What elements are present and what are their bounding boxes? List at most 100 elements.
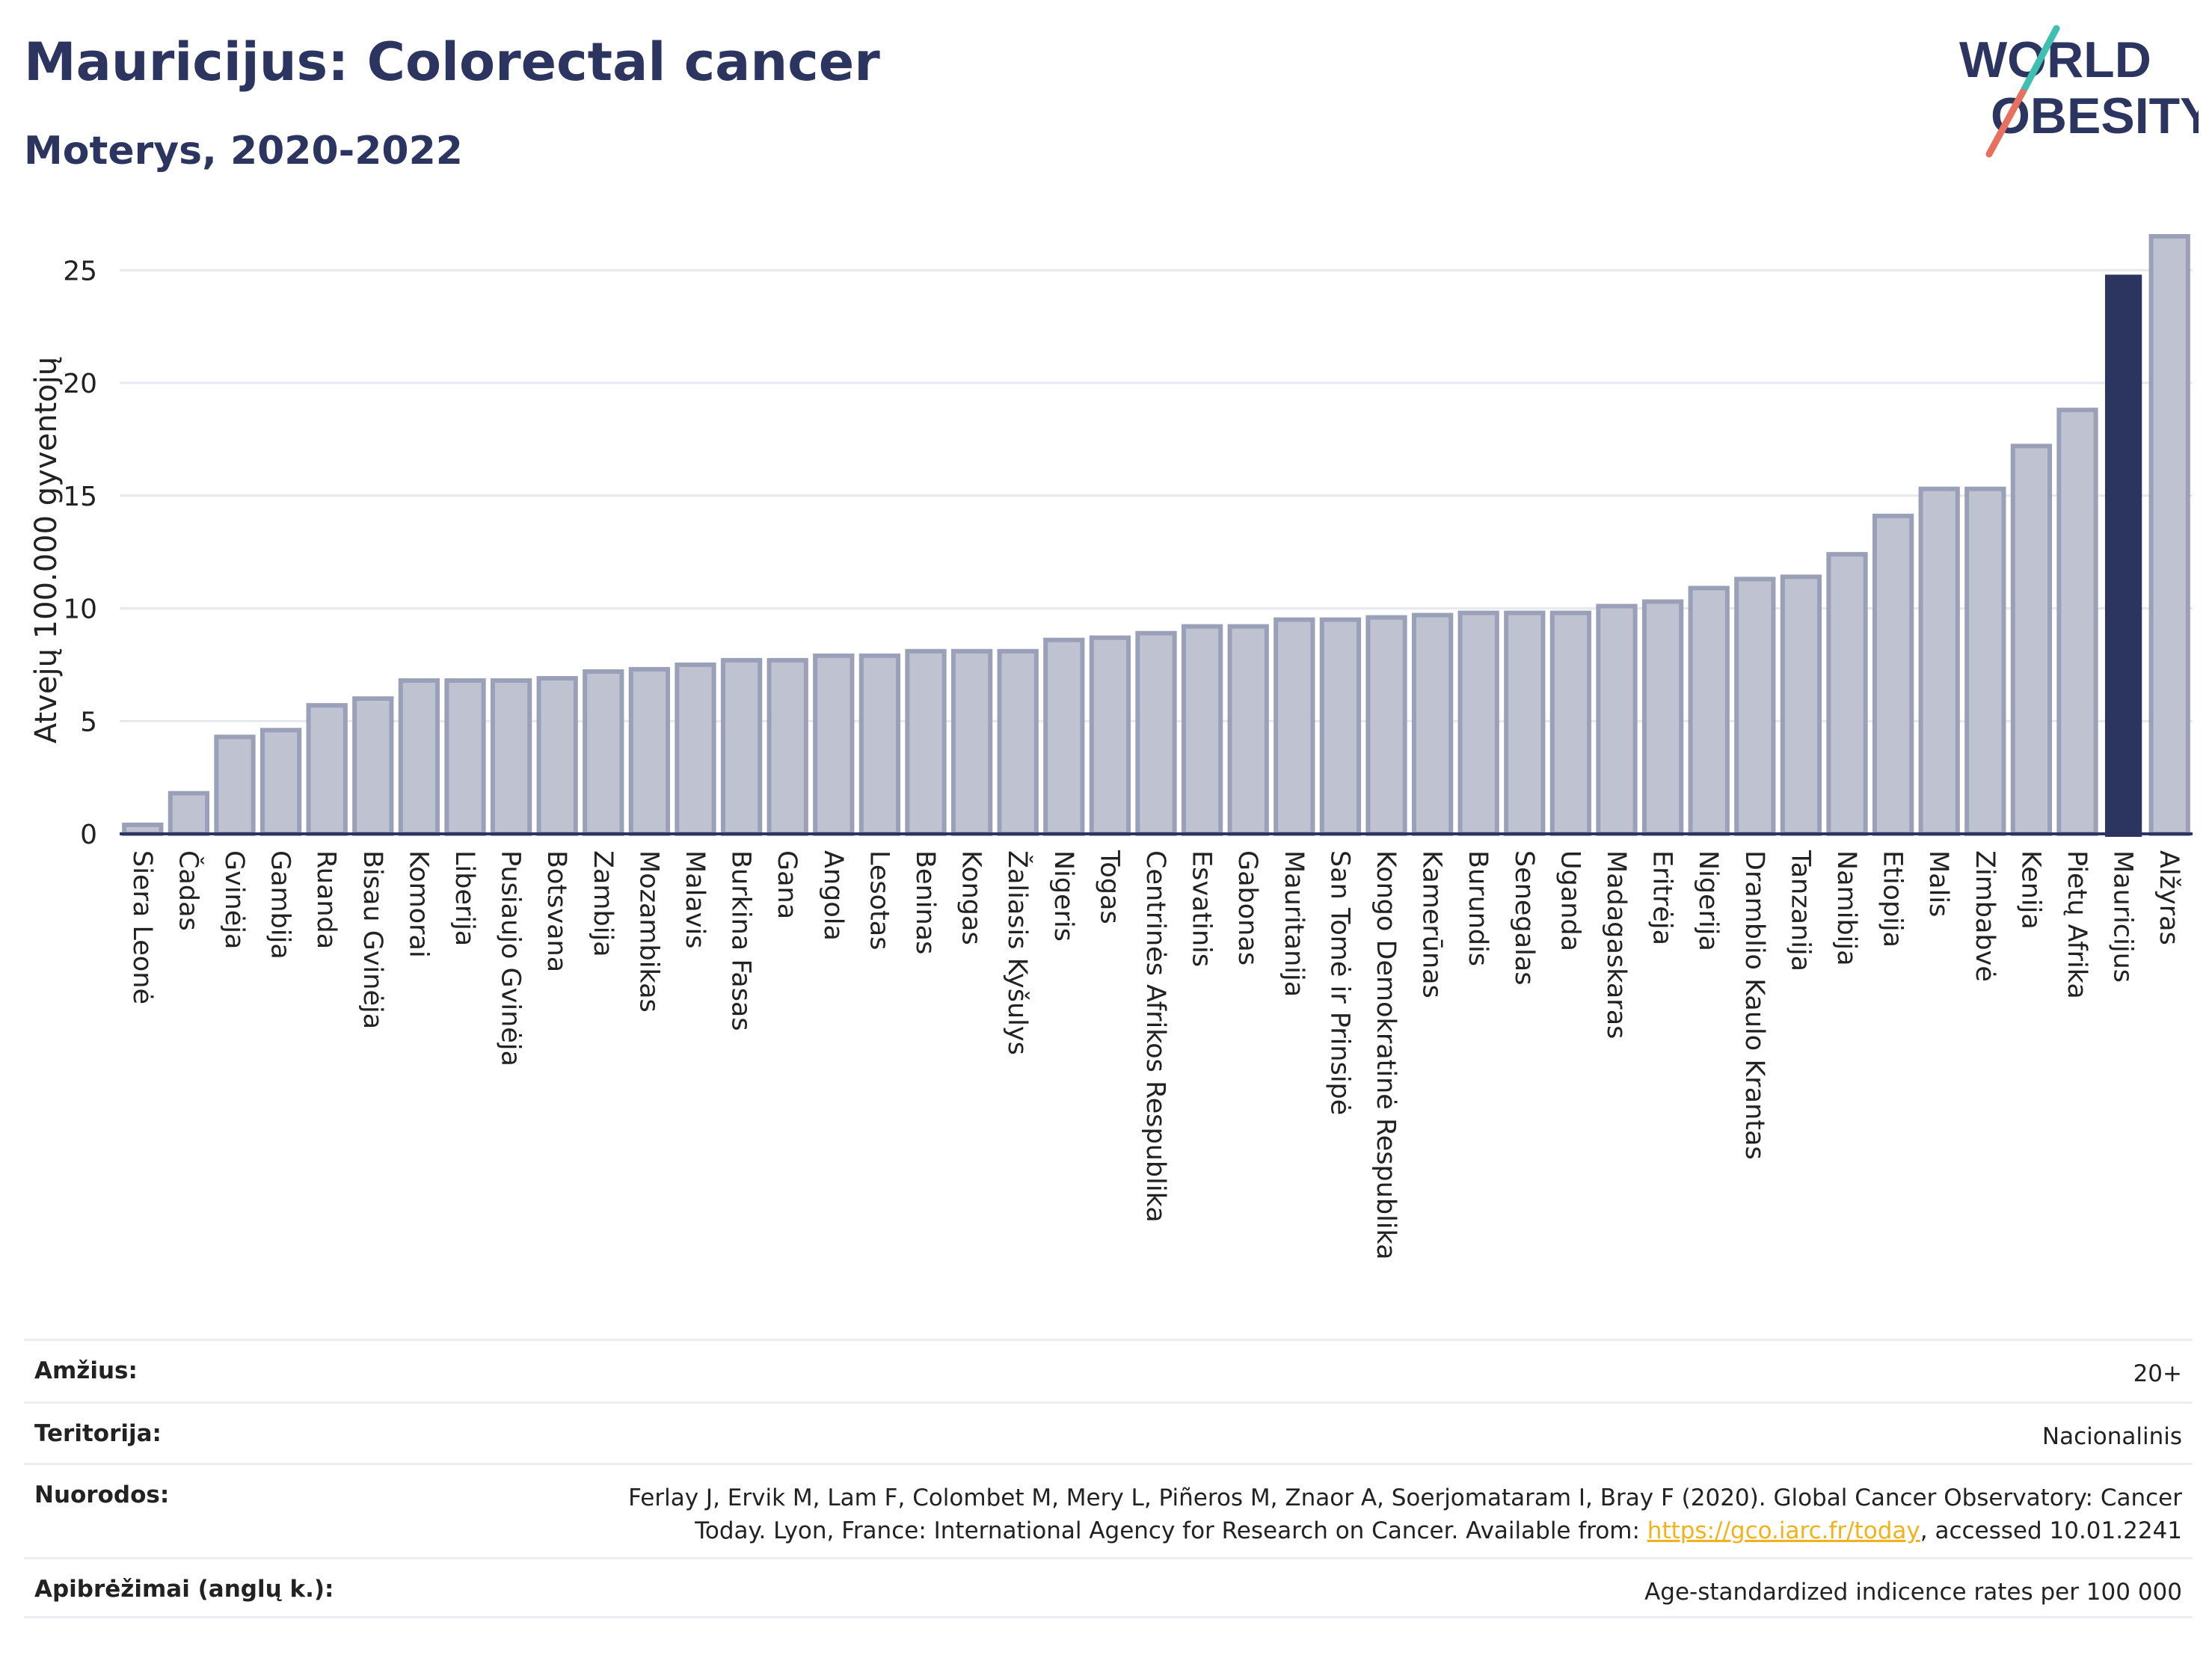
x-tick-label: Nigeris [1048,850,1078,942]
bar [1641,599,1684,837]
bar [675,662,716,836]
bar [2148,234,2190,836]
bar [997,648,1039,836]
bar [1274,617,1315,836]
x-tick-label: Burundis [1463,850,1493,966]
x-tick-label: Mozambikas [633,850,663,1013]
bar [1688,586,1730,836]
x-tick-label: Kongas [956,850,986,945]
bar [1504,610,1546,837]
info-row-age: Amžius: 20+ [24,1339,2193,1401]
x-tick-label: Dramblio Kaulo Krantas [1739,850,1769,1160]
bar [259,728,302,836]
x-tick-label: Namibija [1831,850,1861,966]
x-tick-label: Lesotas [864,850,894,950]
x-tick-label: Etiopija [1878,850,1908,948]
bar [398,678,440,836]
info-value-references: Ferlay J, Ervik M, Lam F, Colombet M, Me… [628,1481,2182,1547]
x-tick-label: Bisau Gvinėja [357,850,387,1029]
x-tick-label: Komorai [403,850,433,958]
bar [306,703,348,837]
bar [1227,624,1269,836]
bar [168,790,210,836]
info-row-definitions: Apibrėžimai (anglų k.): Age-standardized… [24,1557,2193,1618]
bar [1089,635,1131,836]
y-tick-label: 0 [80,820,97,850]
x-tick-label: Burkina Fasas [726,850,756,1031]
bar [1549,610,1592,837]
y-tick-labels: 0 5 10 15 20 25 [63,256,97,850]
info-table: Amžius: 20+ Teritorija: Nacionalinis Nuo… [24,1339,2193,1618]
x-tick-label: Tanzanija [1785,850,1815,971]
bar [1043,637,1085,837]
bar [2056,408,2098,836]
bar [1457,610,1499,837]
x-tick-label: Siera Leonė [127,850,157,1004]
x-tick-label: Žaliasis Kyšulys [1002,850,1033,1055]
x-tick-label: Zambija [588,850,618,957]
x-tick-label: Senegalas [1509,850,1539,986]
logo-slash-teal [2019,25,2060,96]
bar [858,653,901,836]
x-tick-label: Gambija [265,850,295,959]
y-tick-label: 10 [63,595,97,625]
x-tick-label: Eritrėja [1647,850,1677,945]
x-tick-label: Togas [1094,850,1124,924]
bar [536,675,578,837]
x-tick-label: Alžyras [2154,850,2184,945]
bar [214,734,256,836]
bars [122,234,2190,837]
logo-slash-coral [1985,88,2027,158]
x-tick-labels: Siera Leonė Čadas Gvinėja Gambija Ruanda Bisa… [127,850,2184,1260]
x-tick-label: Gabonas [1232,850,1262,965]
bar [2010,443,2053,836]
logo-line2: OBESITY [1991,87,2199,144]
bar [583,669,624,836]
info-row-references: Nuorodos: Ferlay J, Ervik M, Lam F, Colo… [24,1463,2193,1557]
y-tick-label: 20 [63,369,97,399]
bar [1319,617,1362,836]
x-tick-label: Beninas [910,850,940,954]
x-tick-label: Angola [818,850,848,941]
x-tick-label: Pusiaujo Gvinėja [496,850,526,1066]
reference-line1: Ferlay J, Ervik M, Lam F, Colombet M, Me… [628,1484,2182,1511]
info-label-age: Amžius: [34,1357,138,1384]
x-tick-label: Gana [772,850,802,919]
x-tick-label: Gvinėja [219,850,249,949]
info-label-territory: Teritorija: [34,1420,162,1447]
reference-link[interactable]: https://gco.iarc.fr/today [1647,1517,1920,1544]
x-tick-label: Kongo Demokratinė Respublika [1371,850,1401,1260]
bar [1734,577,1776,836]
reference-line2: Today. Lyon, France: International Agenc… [695,1517,1647,1544]
x-tick-label: Kamerūnas [1417,850,1447,998]
x-tick-label: Zimbabvė [1970,850,2000,982]
y-tick-label: 25 [63,256,97,286]
info-value-age: 20+ [2133,1360,2182,1387]
bar [1135,630,1177,836]
chart-subtitle: Moterys, 2020-2022 [24,129,463,174]
x-tick-label: Malis [1923,850,1953,917]
bar-chart: 0 5 10 15 20 25 Siera Leonė Čadas Gvinėja Gambij… [29,234,2193,1260]
bar [766,657,808,836]
info-row-territory: Teritorija: Nacionalinis [24,1401,2193,1463]
x-tick-label: Čadas [173,850,204,931]
x-tick-label: Madagaskaras [1601,850,1631,1039]
info-label-references: Nuorodos: [34,1481,170,1508]
x-tick-label: Centrinės Afrikos Respublika [1140,850,1170,1223]
x-tick-label: Mauricijus [2108,850,2138,983]
bar [905,648,947,836]
x-tick-label: Esvatinis [1187,850,1217,967]
logo-line1: WORLD [1959,31,2151,88]
x-tick-label: Malavis [680,850,710,949]
world-obesity-logo: WORLD OBESITY [1959,25,2199,158]
bar [950,648,993,836]
x-tick-label: Uganda [1555,850,1585,951]
bar [1365,615,1407,836]
x-tick-label: San Tomė ir Prinsipė [1324,850,1354,1115]
bar-highlight [2104,274,2142,837]
x-tick-label: Nigerija [1693,850,1723,951]
info-label-definitions: Apibrėžimai (anglų k.): [34,1576,334,1603]
x-tick-label: Kenija [2015,850,2045,930]
y-axis-label: Atvejų 100.000 gyventojų [29,357,64,743]
bar [444,678,486,836]
